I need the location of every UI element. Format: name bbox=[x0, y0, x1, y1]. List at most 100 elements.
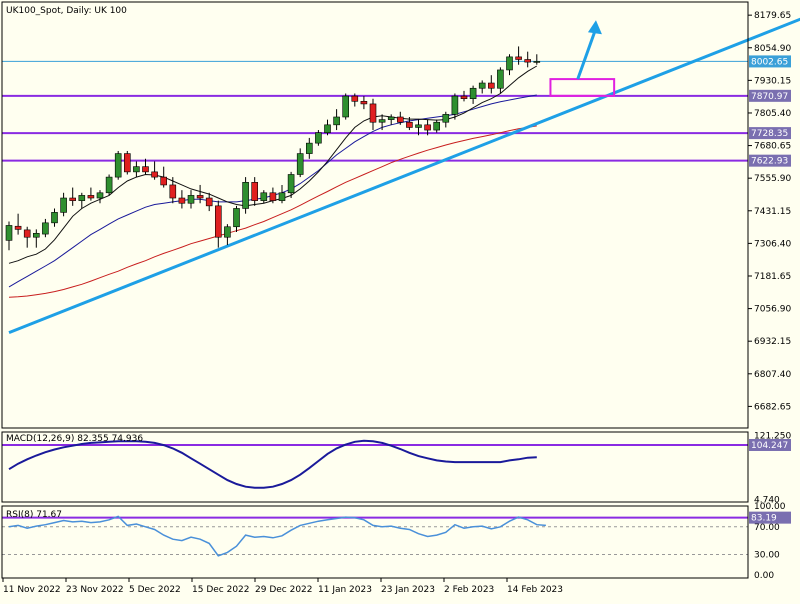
time-tick-label: 23 Jan 2023 bbox=[381, 585, 435, 595]
candle bbox=[396, 111, 404, 125]
candle-body bbox=[151, 171, 158, 178]
candle-body bbox=[342, 95, 350, 118]
candle bbox=[478, 80, 486, 94]
price-panel[interactable]: 8179.65 8054.90 7930.15 7805.40 7680.65 7555.… bbox=[1, 1, 800, 429]
candle-body bbox=[196, 195, 204, 199]
rsi-tick-label: 70.00 bbox=[754, 523, 780, 533]
candle bbox=[233, 205, 240, 232]
candle bbox=[415, 119, 422, 136]
macd-tick-label: 4.740 bbox=[754, 495, 780, 505]
candle-body bbox=[378, 119, 386, 123]
candle bbox=[105, 174, 113, 196]
ma-slow-line bbox=[8, 125, 537, 298]
candle bbox=[260, 190, 268, 204]
rsi-panel-frame bbox=[1, 505, 749, 579]
candle bbox=[124, 150, 131, 175]
candle-body bbox=[287, 174, 295, 194]
level-price-tag: 7728.35 bbox=[749, 127, 791, 140]
candle-body bbox=[32, 232, 40, 238]
candle-body bbox=[478, 82, 486, 89]
candle bbox=[460, 90, 468, 102]
candle-body bbox=[315, 132, 322, 144]
candle bbox=[406, 116, 413, 131]
candle bbox=[224, 224, 231, 246]
price-tick-label: 7555.90 bbox=[754, 174, 791, 184]
candle-body bbox=[142, 166, 149, 173]
price-tick-label: 7056.90 bbox=[754, 305, 791, 315]
candle-body bbox=[169, 184, 177, 199]
rsi-level-tag-text: 83.19 bbox=[751, 514, 777, 524]
rsi-tick-label: 100.00 bbox=[754, 502, 786, 512]
candle-body bbox=[305, 142, 313, 154]
candle bbox=[205, 192, 213, 212]
price-panel-frame bbox=[1, 1, 749, 429]
candle-body bbox=[124, 153, 131, 173]
candle bbox=[215, 200, 222, 248]
rsi-tick-label: 30.00 bbox=[754, 550, 780, 560]
candle-body bbox=[133, 166, 140, 173]
candle-body bbox=[215, 205, 222, 238]
candle-body bbox=[333, 116, 340, 126]
candle bbox=[469, 85, 477, 104]
price-tick-label: 7930.15 bbox=[754, 76, 791, 86]
candle bbox=[442, 111, 450, 128]
level-price-tag: 7622.93 bbox=[749, 154, 791, 167]
candle-body bbox=[396, 116, 404, 123]
time-tick-label: 5 Dec 2022 bbox=[129, 585, 181, 595]
macd-panel-frame bbox=[1, 431, 749, 503]
candle bbox=[305, 137, 313, 159]
candle bbox=[142, 158, 149, 175]
time-tick-label: 11 Nov 2022 bbox=[3, 585, 61, 595]
time-axis: 11 Nov 2022 23 Nov 2022 5 Dec 2022 15 Dec 2… bbox=[2, 578, 563, 595]
time-tick-label: 15 Dec 2022 bbox=[192, 585, 250, 595]
candle-body bbox=[60, 197, 67, 213]
level-price-tag-text: 7622.93 bbox=[751, 157, 788, 167]
candle-body bbox=[78, 195, 86, 201]
candle bbox=[32, 229, 40, 248]
candle-body bbox=[224, 226, 231, 238]
candle bbox=[23, 226, 31, 248]
macd-level-tag: 104.247 bbox=[749, 438, 791, 451]
candle-body bbox=[406, 121, 413, 128]
candle bbox=[360, 96, 368, 110]
candle-body bbox=[160, 176, 167, 186]
candle-body bbox=[5, 225, 13, 241]
candle-body bbox=[369, 103, 377, 123]
candle-body bbox=[506, 56, 513, 71]
candle bbox=[351, 93, 359, 107]
time-tick-label: 29 Dec 2022 bbox=[255, 585, 313, 595]
candle-body bbox=[524, 59, 532, 63]
price-tick-label: 7431.15 bbox=[754, 207, 791, 217]
candle-body bbox=[497, 69, 504, 89]
price-tick-label: 7805.40 bbox=[754, 109, 791, 119]
candle bbox=[114, 150, 122, 180]
candle-body bbox=[424, 124, 431, 131]
candle bbox=[324, 119, 331, 136]
candle bbox=[342, 93, 350, 120]
candle bbox=[515, 46, 522, 65]
candle-body bbox=[69, 197, 76, 201]
macd-title: MACD(12,26,9) 82.355 74.936 bbox=[6, 434, 143, 444]
candle-body bbox=[351, 95, 359, 102]
rsi-title: RSI(8) 71.67 bbox=[6, 510, 62, 520]
level-price-tag-text: 7728.35 bbox=[751, 129, 788, 139]
projection-arrow-shaft bbox=[576, 27, 598, 80]
candle-body bbox=[387, 116, 395, 120]
target-zone-box bbox=[549, 78, 616, 97]
time-tick-label: 23 Nov 2022 bbox=[66, 585, 124, 595]
rsi-line bbox=[8, 515, 546, 557]
candle-body bbox=[23, 229, 31, 238]
candle-body bbox=[205, 197, 213, 207]
price-tick-label: 7680.65 bbox=[754, 142, 791, 152]
candle bbox=[69, 187, 76, 206]
candle bbox=[78, 192, 86, 209]
macd-panel[interactable]: 121.250 4.740 104.247 bbox=[1, 431, 791, 506]
candle-body bbox=[96, 192, 104, 199]
candle bbox=[187, 190, 195, 209]
current-price-tag-bg bbox=[749, 55, 791, 68]
candle bbox=[196, 184, 204, 204]
candle bbox=[151, 161, 158, 180]
rsi-panel[interactable]: 100.00 70.00 30.00 0.00 83.19 bbox=[1, 502, 791, 581]
candle-body bbox=[324, 124, 331, 133]
candle bbox=[87, 187, 95, 201]
